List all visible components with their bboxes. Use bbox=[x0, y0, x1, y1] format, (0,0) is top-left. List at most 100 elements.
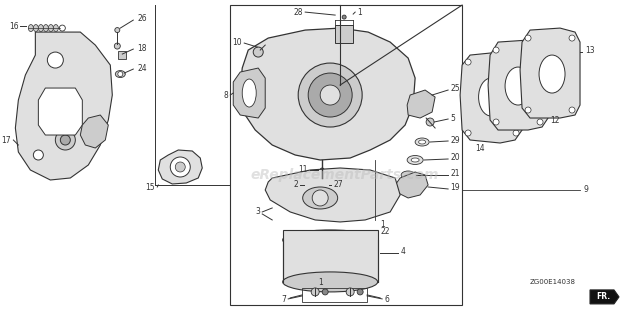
Text: 7: 7 bbox=[281, 295, 286, 304]
Ellipse shape bbox=[38, 24, 43, 32]
Text: 1: 1 bbox=[318, 278, 322, 287]
Circle shape bbox=[118, 72, 123, 77]
Polygon shape bbox=[240, 28, 415, 160]
Text: 22: 22 bbox=[380, 228, 389, 237]
Polygon shape bbox=[265, 168, 400, 222]
Polygon shape bbox=[590, 290, 619, 304]
Circle shape bbox=[569, 35, 575, 41]
Circle shape bbox=[114, 43, 120, 49]
Circle shape bbox=[321, 181, 329, 189]
Text: 1: 1 bbox=[357, 7, 362, 17]
Text: 18: 18 bbox=[137, 44, 147, 53]
Text: 15: 15 bbox=[146, 184, 155, 193]
Ellipse shape bbox=[303, 187, 338, 209]
Circle shape bbox=[33, 150, 43, 160]
Polygon shape bbox=[395, 172, 428, 198]
Ellipse shape bbox=[115, 71, 125, 78]
Text: 5: 5 bbox=[450, 113, 455, 122]
Bar bbox=[335, 25, 353, 43]
Text: 20: 20 bbox=[450, 153, 459, 162]
Ellipse shape bbox=[53, 24, 58, 32]
Circle shape bbox=[170, 157, 190, 177]
Circle shape bbox=[115, 28, 120, 33]
Ellipse shape bbox=[242, 79, 256, 107]
Text: 29: 29 bbox=[450, 135, 459, 144]
Ellipse shape bbox=[43, 24, 48, 32]
Circle shape bbox=[465, 59, 471, 65]
Text: 26: 26 bbox=[137, 14, 147, 23]
Text: 28: 28 bbox=[294, 7, 303, 17]
Polygon shape bbox=[81, 115, 108, 148]
Polygon shape bbox=[520, 28, 580, 118]
Text: ZG00E14038: ZG00E14038 bbox=[530, 279, 576, 285]
Circle shape bbox=[47, 52, 63, 68]
Circle shape bbox=[513, 59, 519, 65]
Circle shape bbox=[253, 47, 264, 57]
Polygon shape bbox=[488, 40, 548, 130]
Circle shape bbox=[311, 288, 319, 296]
Text: 14: 14 bbox=[476, 144, 485, 153]
Circle shape bbox=[525, 107, 531, 113]
Text: 21: 21 bbox=[450, 170, 459, 179]
Bar bbox=[118, 51, 126, 59]
Polygon shape bbox=[407, 90, 435, 118]
Polygon shape bbox=[16, 32, 112, 180]
Circle shape bbox=[465, 130, 471, 136]
Text: 11: 11 bbox=[299, 166, 308, 175]
Circle shape bbox=[320, 85, 340, 105]
Circle shape bbox=[304, 181, 312, 189]
Ellipse shape bbox=[48, 24, 53, 32]
Text: 9: 9 bbox=[583, 185, 588, 194]
Ellipse shape bbox=[415, 138, 429, 146]
Ellipse shape bbox=[539, 55, 565, 93]
Ellipse shape bbox=[29, 24, 33, 32]
Polygon shape bbox=[233, 68, 265, 118]
Ellipse shape bbox=[33, 24, 38, 32]
Bar bbox=[302, 288, 367, 302]
Circle shape bbox=[312, 190, 328, 206]
Circle shape bbox=[513, 130, 519, 136]
Ellipse shape bbox=[418, 140, 425, 144]
Bar bbox=[230, 5, 462, 305]
Text: 10: 10 bbox=[232, 38, 242, 46]
Ellipse shape bbox=[479, 78, 503, 116]
Ellipse shape bbox=[401, 171, 415, 179]
Polygon shape bbox=[460, 52, 522, 143]
Text: 17: 17 bbox=[1, 135, 11, 144]
Circle shape bbox=[525, 35, 531, 41]
Text: 12: 12 bbox=[550, 116, 559, 125]
Circle shape bbox=[322, 289, 328, 295]
Polygon shape bbox=[38, 88, 82, 135]
Ellipse shape bbox=[407, 156, 423, 165]
Circle shape bbox=[493, 47, 499, 53]
Circle shape bbox=[537, 47, 543, 53]
Circle shape bbox=[426, 118, 434, 126]
Ellipse shape bbox=[505, 67, 531, 105]
Text: FR.: FR. bbox=[596, 292, 610, 301]
Circle shape bbox=[320, 168, 324, 172]
Circle shape bbox=[537, 119, 543, 125]
Polygon shape bbox=[158, 150, 202, 184]
Text: 3: 3 bbox=[255, 207, 260, 216]
Text: 16: 16 bbox=[9, 22, 19, 31]
Ellipse shape bbox=[411, 158, 419, 162]
Circle shape bbox=[493, 119, 499, 125]
Text: 27: 27 bbox=[333, 180, 343, 189]
Text: 13: 13 bbox=[585, 46, 595, 55]
Text: 2: 2 bbox=[293, 180, 298, 189]
Circle shape bbox=[175, 162, 185, 172]
Text: 1: 1 bbox=[380, 220, 385, 229]
Circle shape bbox=[308, 73, 352, 117]
Text: 6: 6 bbox=[384, 295, 389, 304]
Circle shape bbox=[357, 289, 363, 295]
Bar bbox=[283, 230, 378, 282]
Text: 19: 19 bbox=[450, 184, 459, 193]
Circle shape bbox=[569, 107, 575, 113]
Ellipse shape bbox=[283, 272, 378, 292]
Text: 8: 8 bbox=[223, 91, 228, 100]
Circle shape bbox=[346, 288, 354, 296]
Circle shape bbox=[55, 130, 75, 150]
Text: 24: 24 bbox=[137, 64, 147, 73]
Text: 4: 4 bbox=[400, 247, 405, 256]
Circle shape bbox=[342, 15, 346, 19]
